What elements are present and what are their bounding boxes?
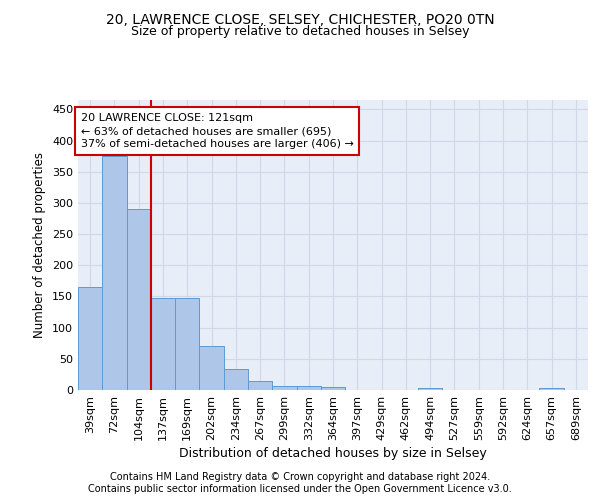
Text: Contains public sector information licensed under the Open Government Licence v3: Contains public sector information licen… (88, 484, 512, 494)
Bar (199, 346, 224, 390)
Bar (78, 287, 102, 390)
Bar (321, 387, 345, 390)
Bar (296, 386, 321, 390)
Text: Contains HM Land Registry data © Crown copyright and database right 2024.: Contains HM Land Registry data © Crown c… (110, 472, 490, 482)
Bar (224, 370, 248, 390)
X-axis label: Distribution of detached houses by size in Selsey: Distribution of detached houses by size … (179, 447, 487, 460)
Bar (102, 156, 127, 390)
Bar (151, 298, 175, 390)
Text: 20, LAWRENCE CLOSE, SELSEY, CHICHESTER, PO20 0TN: 20, LAWRENCE CLOSE, SELSEY, CHICHESTER, … (106, 12, 494, 26)
Bar (248, 382, 272, 390)
Bar (418, 388, 442, 390)
Text: 20 LAWRENCE CLOSE: 121sqm
← 63% of detached houses are smaller (695)
37% of semi: 20 LAWRENCE CLOSE: 121sqm ← 63% of detac… (80, 113, 353, 150)
Bar (175, 298, 199, 390)
Bar (272, 386, 296, 390)
Bar (127, 209, 151, 390)
Bar (539, 388, 564, 390)
Text: Size of property relative to detached houses in Selsey: Size of property relative to detached ho… (131, 25, 469, 38)
Y-axis label: Number of detached properties: Number of detached properties (34, 152, 46, 338)
